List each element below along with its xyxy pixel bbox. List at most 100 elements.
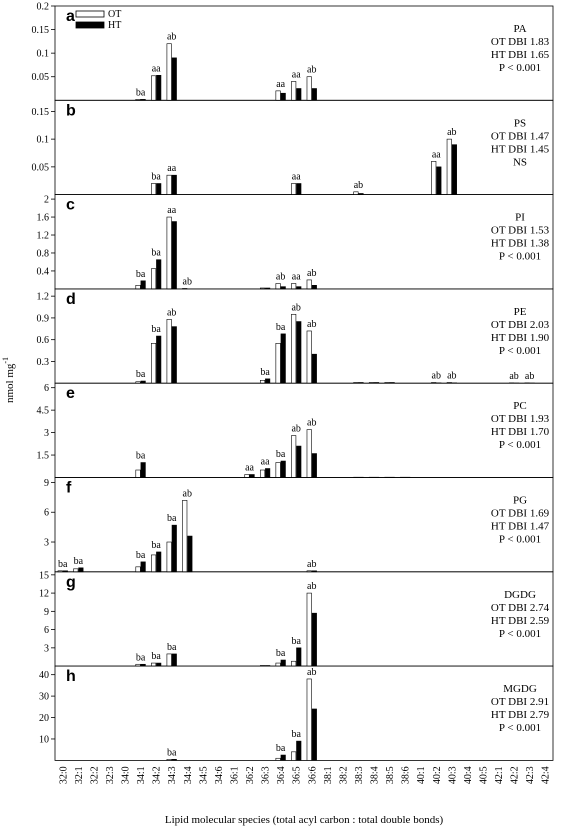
panel-letter: b <box>66 102 76 119</box>
panel-title: MGDG <box>503 683 537 695</box>
y-tick-label: 20 <box>39 713 49 724</box>
bar <box>291 751 297 761</box>
bar <box>151 183 157 195</box>
panel-note: P < 0.001 <box>499 251 541 263</box>
significance-letters: ab <box>307 581 316 592</box>
y-tick-label: 0.6 <box>37 335 50 346</box>
panel-frame <box>54 288 554 384</box>
x-tick-label: 42:3 <box>525 766 536 784</box>
bar <box>151 268 157 290</box>
bar <box>259 469 266 478</box>
significance-letters: aa <box>152 63 161 74</box>
significance-letters: ab <box>525 371 534 382</box>
y-tick-label: 40 <box>39 670 49 681</box>
significance-letters: ba <box>136 652 146 663</box>
bar <box>311 88 317 101</box>
panel-frame <box>54 665 554 761</box>
x-tick-label: 34:3 <box>167 766 178 784</box>
legend-swatch <box>75 21 105 29</box>
panel-note: OT DBI 1.83 <box>491 36 550 48</box>
panel-note: HT DBI 1.45 <box>491 143 550 155</box>
bar <box>296 183 302 195</box>
panel-title: PA <box>513 23 526 35</box>
significance-letters: aa <box>261 457 270 468</box>
x-tick-label: 32:0 <box>58 766 69 784</box>
y-tick-label: 15 <box>39 570 49 581</box>
bar <box>166 541 172 573</box>
significance-letters: ba <box>58 559 68 570</box>
significance-letters: aa <box>167 205 176 216</box>
significance-letters: aa <box>292 272 301 283</box>
bar <box>275 283 281 290</box>
significance-letters: ba <box>167 747 177 758</box>
panel-title: DGDG <box>504 589 536 601</box>
y-tick-label: 0.15 <box>32 107 50 118</box>
bar <box>259 379 266 384</box>
bar <box>311 353 317 384</box>
bar <box>151 343 157 384</box>
bar <box>166 319 172 384</box>
bar <box>311 453 317 478</box>
y-tick-label: 2 <box>44 195 49 206</box>
bar <box>296 740 302 761</box>
bar <box>311 708 317 761</box>
panel-note: OT DBI 1.47 <box>491 130 550 142</box>
bar <box>291 660 297 667</box>
y-tick-label: 30 <box>39 692 49 703</box>
significance-letters: ba <box>167 642 177 653</box>
panel-note: OT DBI 1.69 <box>491 508 550 520</box>
bar <box>296 88 302 101</box>
bar <box>265 468 271 478</box>
panel-note: HT DBI 2.59 <box>491 615 550 627</box>
y-tick-label: 6 <box>44 625 49 636</box>
significance-letters: ab <box>291 302 300 313</box>
bar <box>156 662 162 667</box>
bar <box>291 283 297 290</box>
bar <box>151 554 157 573</box>
y-tick-label: 0.3 <box>37 357 50 368</box>
bar <box>275 462 281 478</box>
x-tick-label: 42:2 <box>510 766 521 784</box>
panel-note: P < 0.001 <box>499 534 541 546</box>
y-tick-label: 9 <box>44 478 49 489</box>
x-tick-label: 36:6 <box>307 766 318 784</box>
bar <box>265 378 271 384</box>
significance-letters: ab <box>167 307 176 318</box>
bar <box>135 566 141 573</box>
x-tick-label: 38:3 <box>354 766 365 784</box>
bar <box>78 567 84 573</box>
significance-letters: ab <box>447 370 456 381</box>
bar <box>73 568 79 573</box>
bar <box>306 330 312 384</box>
panel-letter: c <box>66 197 75 214</box>
panel-title: PE <box>514 306 527 318</box>
significance-letters: ab <box>432 370 441 381</box>
x-tick-label: 40:1 <box>416 766 427 784</box>
y-tick-label: 0.05 <box>32 72 50 83</box>
bar <box>291 81 297 101</box>
significance-letters: ba <box>276 648 286 659</box>
bar <box>311 612 317 667</box>
x-tick-label: 38:6 <box>401 766 412 784</box>
significance-letters: ba <box>136 550 146 561</box>
bar <box>451 144 457 195</box>
y-tick-label: 6 <box>44 383 49 394</box>
panel-note: HT DBI 1.65 <box>491 49 550 61</box>
x-tick-label: 38:2 <box>338 766 349 784</box>
bar <box>166 653 172 667</box>
significance-letters: ab <box>307 319 316 330</box>
panel-letter: d <box>66 291 76 308</box>
x-tick-label: 36:1 <box>229 766 240 784</box>
bar <box>306 429 312 478</box>
panel-note: NS <box>513 156 527 168</box>
bar <box>353 191 359 195</box>
significance-letters: ab <box>307 667 316 678</box>
significance-letters: ba <box>260 367 270 378</box>
x-tick-label: 34:4 <box>183 766 194 784</box>
x-tick-label: 34:6 <box>214 766 225 784</box>
x-tick-label: 38:1 <box>323 766 334 784</box>
significance-letters: ba <box>151 248 161 259</box>
significance-letters: ab <box>167 32 176 43</box>
panel-frame <box>54 194 554 290</box>
